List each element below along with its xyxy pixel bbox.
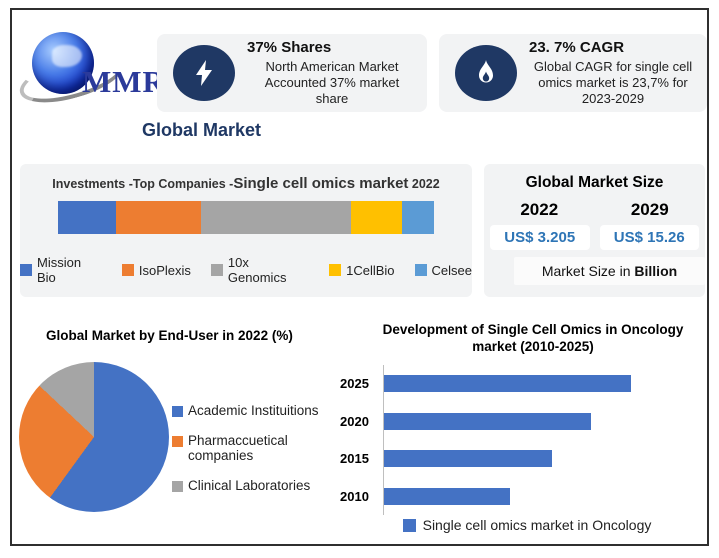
investments-legend: Mission Bio IsoPlexis 10x Genomics 1Cell… <box>20 255 472 285</box>
shares-body: North American Market Accounted 37% mark… <box>264 58 400 107</box>
cagr-stat-card: 23. 7% CAGR Global CAGR for single cell … <box>439 34 707 112</box>
oncology-bar-row: 2015 <box>340 450 631 468</box>
market-size-value-2022: US$ 3.205 <box>490 225 590 250</box>
cagr-title: 23. 7% CAGR <box>529 38 625 56</box>
year-tick-label: 2015 <box>340 451 369 467</box>
stacked-bar-segment <box>402 201 434 234</box>
globe-icon <box>32 32 94 94</box>
oncology-bar-row: 2010 <box>340 487 631 505</box>
legend-label: Mission Bio <box>37 255 82 285</box>
investments-stacked-bar <box>58 201 434 234</box>
oncology-bar-fill <box>384 412 592 430</box>
lightning-icon <box>173 45 235 101</box>
legend-label: Clinical Laboratories <box>188 478 311 493</box>
pie-legend: Academic Instituitions Pharmaccuetical c… <box>172 403 332 493</box>
year-tick-label: 2020 <box>340 413 369 429</box>
cagr-body: Global CAGR for single cell omics market… <box>533 58 693 107</box>
oncology-chart-title: Development of Single Cell Omics in Onco… <box>382 322 684 354</box>
legend-swatch <box>172 481 183 492</box>
legend-swatch <box>402 518 416 532</box>
oncology-bar-chart: 2025 2020 2015 2010 <box>340 365 631 515</box>
stacked-bar-segment <box>116 201 201 234</box>
legend-swatch <box>414 264 427 276</box>
legend-swatch <box>329 264 342 276</box>
legend-item: 1CellBio <box>329 255 395 285</box>
legend-label: 1CellBio <box>346 262 395 278</box>
pie-chart-title: Global Market by End-User in 2022 (%) <box>46 328 293 343</box>
end-user-pie-chart <box>19 362 169 512</box>
year-tick-label: 2010 <box>340 488 369 504</box>
legend-swatch <box>172 406 183 417</box>
oncology-legend: Single cell omics market in Oncology <box>387 517 667 533</box>
market-size-year-2029: 2029 <box>630 200 669 219</box>
infographic-frame: MMR 37% Shares North American Market Acc… <box>10 8 709 546</box>
legend-swatch <box>121 264 134 276</box>
legend-item: IsoPlexis <box>121 255 191 285</box>
legend-label: Celsee <box>431 262 472 278</box>
legend-label: 10x Genomics <box>227 255 287 285</box>
legend-item: Academic Instituitions <box>172 403 332 418</box>
oncology-bar-row: 2020 <box>340 412 631 430</box>
legend-item: Clinical Laboratories <box>172 478 332 493</box>
mmr-logo: MMR <box>14 24 172 113</box>
market-size-footer: Market Size in Billion <box>514 257 705 285</box>
legend-label: Single cell omics market in Oncology <box>422 517 652 533</box>
investments-title: Investments -Top Companies -Single cell … <box>52 175 440 192</box>
oncology-bar-fill <box>384 487 510 505</box>
market-size-title: Global Market Size <box>525 174 664 191</box>
year-tick-label: 2025 <box>340 376 369 392</box>
stacked-bar-segment <box>351 201 403 234</box>
oncology-bar-fill <box>384 450 552 468</box>
shares-title: 37% Shares <box>247 38 332 56</box>
legend-swatch <box>210 264 223 276</box>
market-size-panel: Global Market Size 2022 2029 US$ 3.205 U… <box>484 164 705 297</box>
legend-item: Mission Bio <box>20 255 102 285</box>
legend-label: IsoPlexis <box>138 262 191 278</box>
oncology-bar-fill <box>384 375 631 393</box>
stacked-bar-segment <box>200 201 352 234</box>
stacked-bar-segment <box>58 201 117 234</box>
legend-label: Pharmaccuetical companies <box>188 433 288 463</box>
shares-stat-card: 37% Shares North American Market Account… <box>157 34 427 112</box>
legend-swatch <box>172 436 183 447</box>
legend-label: Academic Instituitions <box>188 403 319 418</box>
flame-icon <box>455 45 517 101</box>
investments-panel: Investments -Top Companies -Single cell … <box>20 164 472 297</box>
market-size-year-2022: 2022 <box>520 200 559 219</box>
legend-item: Celsee <box>414 255 472 285</box>
legend-item: 10x Genomics <box>210 255 309 285</box>
global-market-heading: Global Market <box>142 120 262 140</box>
oncology-bar-row: 2025 <box>340 375 631 393</box>
market-size-value-2029: US$ 15.26 <box>599 225 699 250</box>
legend-swatch <box>20 264 32 276</box>
logo-text: MMR <box>82 64 166 99</box>
legend-item: Pharmaccuetical companies <box>172 433 332 463</box>
